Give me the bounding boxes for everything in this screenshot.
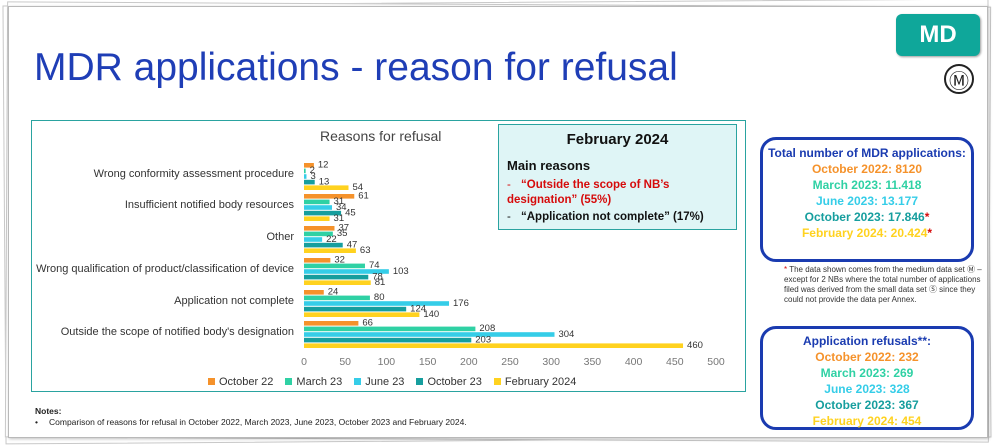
category-label: Insufficient notified body resources [124,199,294,211]
feb-reason-1: - “Outside the scope of NB’s designation”… [507,178,732,208]
x-tick-label: 0 [301,356,307,368]
md-badge: MD [896,14,980,56]
category-label: Other [266,231,294,243]
dash: - [507,179,511,191]
x-tick-label: 200 [460,356,478,368]
category-label: Outside the scope of notified body's des… [60,326,294,338]
total-line: June 2023: 13.177 [763,193,971,209]
legend-swatch [493,378,501,385]
x-tick-label: 250 [501,356,519,368]
legend-swatch [285,378,293,385]
legend-label: February 2024 [504,376,577,388]
x-tick-label: 450 [666,356,684,368]
refusal-line: October 2023: 367 [815,398,919,412]
total-applications-box: Total number of MDR applications: Octobe… [760,137,974,262]
total-line-text: June 2023: 13.177 [815,194,919,208]
feb-reason-2-text: “Application not complete” (17%) [521,211,704,223]
notes-line: • Comparison of reasons for refusal in Oc… [35,417,467,428]
legend-label: March 23 [296,376,343,388]
legend-item: June 23 [354,376,404,388]
feb-reason-1-text: “Outside the scope of NB’s designation” … [507,179,670,206]
page-title: MDR applications - reason for refusal [34,46,678,89]
dash: - [507,211,511,223]
x-tick-label: 300 [542,356,560,368]
total-line-text: October 2023: 17.846 [804,210,925,224]
legend-swatch [354,378,362,385]
refusal-line: October 2022: 232 [815,350,919,364]
x-tick-label: 500 [707,356,725,368]
chart-title: Reasons for refusal [320,128,442,144]
x-tick-label: 50 [339,356,352,368]
footnote-star: * [784,265,788,274]
total-line-star: * [927,226,933,240]
x-tick-label: 400 [624,356,643,368]
x-tick-label: 100 [377,356,396,368]
chart-legend: October 22 March 23 June 23 October 23 Febru… [208,376,588,388]
refusal-line: June 2023: 328 [824,382,910,396]
notes-text: Comparison of reasons for refusal in Oct… [49,417,467,427]
legend-item: October 23 [416,376,482,388]
feb-box-heading: February 2024 [566,131,669,148]
total-applications-list: October 2022: 8120 March 2023: 11.418 June… [763,161,971,241]
category-label: Application not complete [174,295,294,307]
total-line: October 2023: 17.846* [763,209,971,225]
total-line-star: * [924,210,930,224]
footnote: * The data shown comes from the medium d… [784,265,982,305]
refusal-line: February 2024: 454 [812,414,922,428]
total-line-text: March 2023: 11.418 [812,178,922,192]
notes-bullet: • [35,417,38,427]
notes-heading: Notes: [35,406,62,416]
feb-box-subheading: Main reasons [507,158,591,173]
refusal-line: March 2023: 269 [820,366,914,380]
legend-label: October 23 [427,376,482,388]
application-refusals-list: October 2022: 232 March 2023: 269 June 202… [763,349,971,429]
legend-item: March 23 [285,376,342,388]
legend-item: February 2024 [493,376,577,388]
legend-label: June 23 [365,376,405,388]
february-2024-box: February 2024 Main reasons - “Outside the… [498,124,737,230]
application-refusals-box: Application refusals**: October 2022: 23… [760,326,974,430]
total-line: March 2023: 11.418 [763,177,971,193]
notes: Notes: • Comparison of reasons for refusa… [35,406,467,428]
x-tick-label: 150 [418,356,437,368]
footnote-text: The data shown comes from the medium dat… [784,265,982,304]
category-label: Wrong qualification of product/classific… [36,263,294,275]
chart-frame [31,120,746,392]
legend-swatch [208,378,215,385]
legend-label: October 22 [219,376,274,388]
total-line: October 2022: 8120 [763,161,971,177]
total-line-text: October 2022: 8120 [811,162,923,176]
x-tick-label: 350 [583,356,602,368]
legend-swatch [416,378,424,385]
legend-item: October 22 [208,376,273,388]
total-line: February 2024: 20.424* [763,225,971,241]
feb-reason-2: - “Application not complete” (17%) [507,211,732,223]
application-refusals-heading: Application refusals**: [802,334,932,348]
category-label: Wrong conformity assessment procedure [93,168,294,180]
total-line-text: February 2024: 20.424 [801,226,928,240]
medium-dataset-icon: Ⓜ [944,64,974,94]
total-applications-heading: Total number of MDR applications: [768,146,966,160]
